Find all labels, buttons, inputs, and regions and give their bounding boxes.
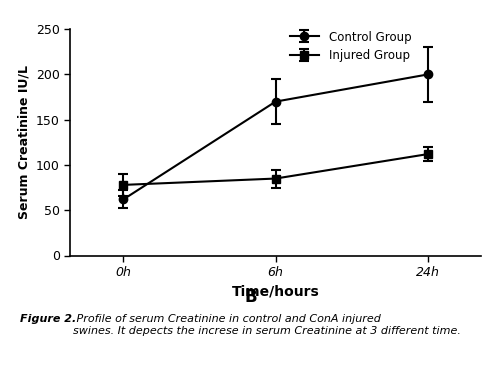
X-axis label: Time/hours: Time/hours (231, 284, 320, 299)
Text: B: B (244, 288, 257, 307)
Y-axis label: Serum Creatinine IU/L: Serum Creatinine IU/L (18, 65, 30, 219)
Text: Figure 2.: Figure 2. (20, 314, 76, 324)
Text: Profile of serum Creatinine in control and ConA injured
swines. It depects the i: Profile of serum Creatinine in control a… (73, 314, 460, 335)
Legend: Control Group, Injured Group: Control Group, Injured Group (290, 31, 411, 62)
